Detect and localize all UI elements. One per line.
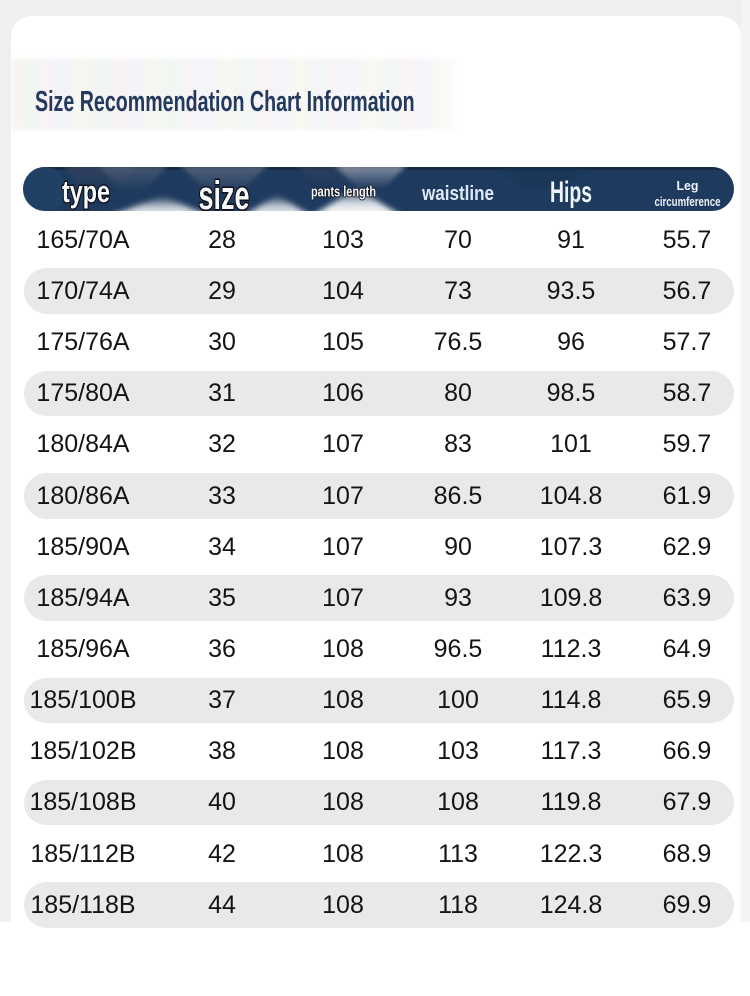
svg-text:type: type — [62, 174, 110, 209]
svg-text:Hips: Hips — [550, 176, 592, 209]
svg-text:Leg: Leg — [677, 179, 699, 193]
svg-text:pants length: pants length — [311, 184, 376, 201]
svg-text:size: size — [199, 174, 250, 211]
svg-text:circumference: circumference — [655, 195, 721, 209]
svg-text:waistline: waistline — [421, 182, 494, 205]
